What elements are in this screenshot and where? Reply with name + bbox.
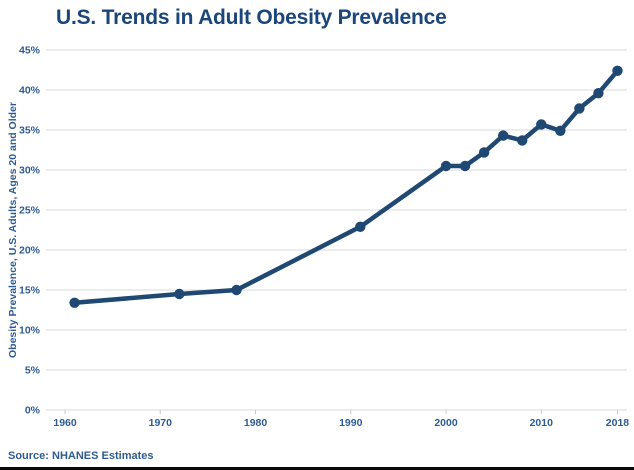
y-tick-label: 25% [19,205,41,217]
source-note: Source: NHANES Estimates [8,450,154,462]
y-tick-label: 35% [19,125,41,137]
y-tick-label: 15% [19,285,41,297]
trend-line [72,68,620,306]
data-point [593,88,604,99]
x-tick-label: 2000 [434,417,458,429]
x-tick-label: 2018 [606,417,630,429]
x-tick-label: 1970 [149,417,173,429]
data-point [612,65,623,77]
data-point [555,125,566,136]
chart-title: U.S. Trends in Adult Obesity Prevalence [56,6,447,29]
x-tick-label: 2010 [530,417,554,429]
data-point [231,284,242,296]
data-point [574,103,585,114]
data-point [497,130,509,141]
y-tick-label: 10% [19,325,41,337]
data-point [459,160,471,172]
y-tick-label: 20% [19,245,41,257]
y-axis-label: Obesity Prevalence, U.S. Adults, Ages 20… [7,102,19,358]
x-tick-label: 1990 [339,417,363,429]
y-tick-label: 0% [25,405,41,417]
x-tick-label: 1960 [53,417,77,429]
data-point [536,119,547,130]
x-tick-label: 1980 [244,417,268,429]
data-point [174,288,185,300]
y-tick-label: 45% [19,45,41,57]
data-point [478,147,490,158]
y-tick-label: 40% [19,85,41,97]
data-point [69,297,80,308]
y-tick-label: 5% [25,365,41,377]
data-point [355,221,366,232]
data-point [440,160,452,172]
data-point [517,135,528,146]
y-tick-label: 30% [19,165,41,177]
